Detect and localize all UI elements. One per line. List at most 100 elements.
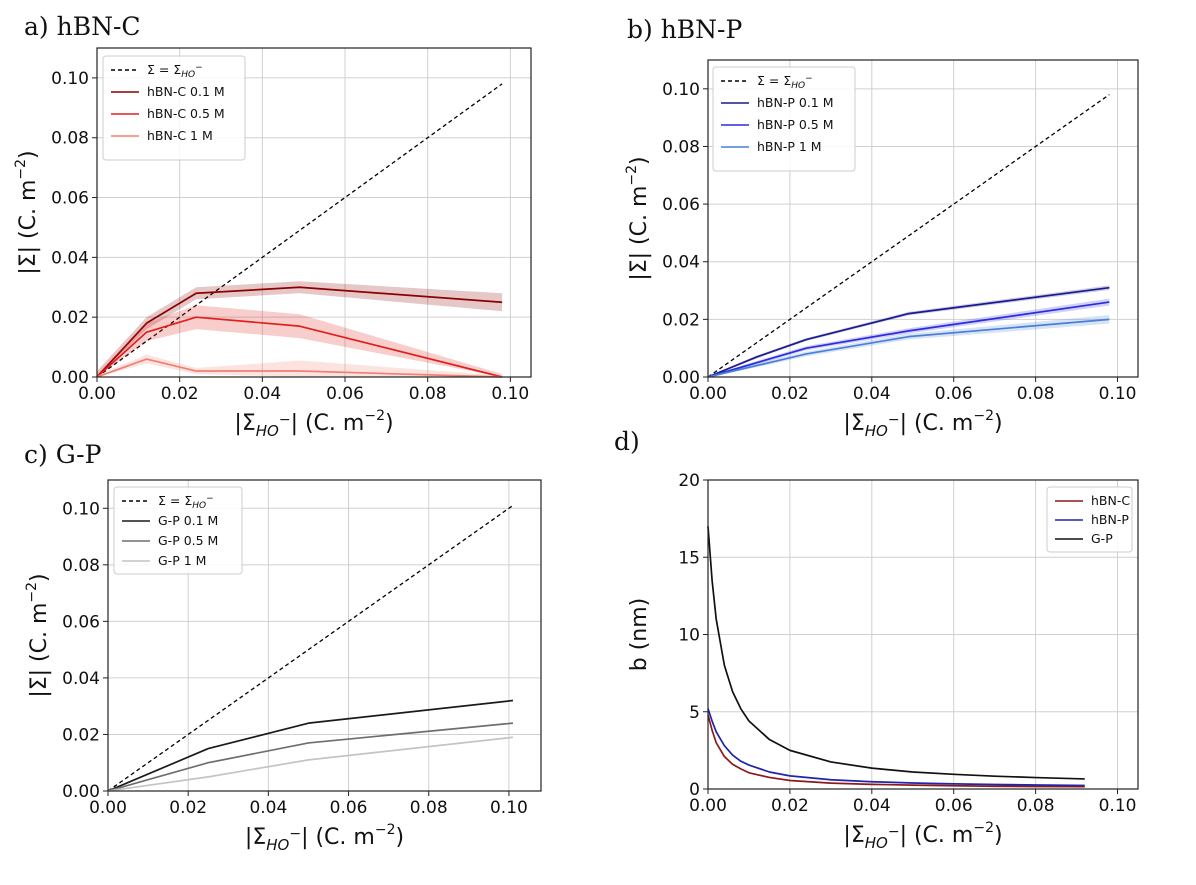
legend-entry-text: G-P 1 M (158, 553, 206, 568)
x-axis-label-text: |Σ (843, 411, 864, 436)
legend-entry: Σ = ΣHO− (757, 73, 813, 91)
y-tick-label: 0.04 (662, 253, 700, 273)
legend-entry: hBN-P 0.1 M (757, 95, 834, 110)
x-axis-label-close: ) (994, 823, 1003, 848)
panel-label: b) hBN-P (627, 15, 742, 44)
y-tick-label: 0.02 (662, 310, 700, 330)
legend-entry: G-P (1091, 531, 1113, 546)
y-tick-label: 0.10 (51, 69, 89, 89)
x-tick-label: 0.04 (853, 796, 891, 816)
legend: Σ = ΣHO− hBN-C 0.1 M hBN-C 0.5 M hBN-C 1 M (102, 55, 246, 161)
legend-entry-text: G-P 0.5 M (158, 533, 218, 548)
x-tick-label: 0.02 (771, 384, 809, 404)
x-tick-label: 0.00 (89, 798, 127, 818)
legend-entry-text: hBN-C 1 M (147, 128, 213, 143)
y-tick-label: 0.08 (662, 137, 700, 157)
y-tick-label: 10 (678, 626, 700, 646)
legend-box (712, 66, 856, 172)
x-axis-label-text: |Σ (234, 411, 255, 436)
legend-entry: Σ = ΣHO− (147, 62, 203, 80)
y-axis-label-text: |Σ| (C. m (16, 180, 41, 275)
y-tick-label: 0.04 (51, 248, 89, 268)
y-tick-label: 0.00 (51, 368, 89, 388)
legend-entry: G-P 1 M (158, 553, 206, 568)
x-axis-label-subscript: HO (256, 422, 279, 440)
legend-entry-text: hBN-C 0.5 M (147, 106, 225, 121)
plot-frame (707, 59, 1139, 378)
y-tick-label: 0.02 (62, 725, 100, 745)
x-axis-label-superscript: − (289, 826, 301, 842)
legend-entry: hBN-C 0.5 M (147, 106, 225, 121)
legend-entry-text: Σ = Σ (147, 62, 181, 77)
x-axis-label-superscript: − (888, 824, 900, 840)
panel-c-g-p: c) G-P 0.00 0.02 0.04 0.06 0.08 0.10 0.00 0.02 0.… (24, 440, 542, 854)
series-line-3 (707, 318, 1110, 378)
legend-entry-text: hBN-C 0.1 M (147, 84, 225, 99)
x-axis-label-subscript: HO (865, 834, 888, 852)
y-tick-label: 0.08 (51, 129, 89, 149)
y-axis-label-exponent: −2 (24, 582, 40, 603)
x-tick-label: 0.00 (689, 384, 727, 404)
legend-box (113, 486, 243, 575)
legend: hBN-C hBN-P G-P (1046, 486, 1133, 553)
x-tick-label: 0.06 (935, 796, 973, 816)
y-tick-label: 0.10 (662, 80, 700, 100)
legend-entry: hBN-P 1 M (757, 139, 822, 154)
y-tick-label: 0.06 (62, 612, 100, 632)
x-tick-label: 0.04 (249, 798, 287, 818)
y-tick-label: 0.10 (62, 499, 100, 519)
legend-entry-text: hBN-P (1091, 512, 1129, 527)
x-tick-label: 0.06 (330, 798, 368, 818)
y-axis-label-close: ) (16, 150, 41, 159)
panel-label: c) G-P (24, 440, 101, 469)
series-band-1 (708, 285, 1110, 377)
plot-frame (107, 479, 542, 792)
y-axis-label-text: |Σ| (C. m (627, 186, 652, 281)
legend-entry-text: hBN-C (1091, 493, 1130, 508)
y-tick-label: 20 (678, 471, 700, 491)
identity-line (707, 94, 1110, 378)
x-tick-label: 0.10 (490, 798, 528, 818)
x-axis-label-subscript: HO (266, 836, 289, 854)
x-tick-label: 0.08 (409, 384, 447, 404)
series-band-2 (97, 305, 503, 377)
plot-frame (96, 47, 532, 378)
series-line-2 (707, 301, 1110, 378)
y-axis-label-close: ) (627, 156, 652, 165)
y-axis-label: |Σ| (C. m−2) (13, 150, 41, 274)
x-axis-label: |ΣHO−| (C. m−2) (843, 408, 1002, 440)
x-axis-label-close: ) (395, 825, 404, 850)
legend-entry-text: hBN-P 1 M (757, 139, 822, 154)
y-axis-label-text: |Σ| (C. m (27, 603, 52, 698)
x-tick-label: 0.08 (1017, 384, 1055, 404)
y-tick-label: 0.06 (662, 195, 700, 215)
legend-entry: hBN-C 0.1 M (147, 84, 225, 99)
x-tick-label: 0.00 (689, 796, 727, 816)
x-axis-label: |ΣHO−| (C. m−2) (245, 822, 404, 854)
y-axis-label-close: ) (27, 573, 52, 582)
legend-entry-text: Σ = Σ (757, 73, 791, 88)
x-axis-label-unit: | (C. m (900, 823, 974, 848)
identity-line (96, 83, 503, 378)
x-axis-label: |ΣHO−| (C. m−2) (843, 820, 1002, 852)
legend-entry: G-P 0.5 M (158, 533, 218, 548)
series-line-2 (96, 316, 503, 378)
series-band-3 (708, 315, 1110, 377)
panel-label: d) (614, 427, 640, 456)
legend-entry-superscript: − (206, 494, 214, 504)
y-axis-label: |Σ| (C. m−2) (624, 156, 652, 280)
x-tick-label: 0.02 (771, 796, 809, 816)
legend-entry-subscript: HO (192, 501, 206, 511)
legend-entry-text: Σ = Σ (158, 493, 192, 508)
y-axis-label-exponent: −2 (13, 159, 29, 180)
legend-entry-text: hBN-P 0.1 M (757, 95, 834, 110)
x-axis-label-text: |Σ (245, 825, 266, 850)
x-tick-label: 0.10 (491, 384, 529, 404)
y-axis-label-exponent: −2 (624, 165, 640, 186)
legend-entry: hBN-P 0.5 M (757, 117, 834, 132)
legend-box (1046, 486, 1133, 553)
x-axis-label-unit: | (C. m (900, 411, 974, 436)
y-tick-label: 15 (678, 548, 700, 568)
legend-entry: hBN-P (1091, 512, 1129, 527)
